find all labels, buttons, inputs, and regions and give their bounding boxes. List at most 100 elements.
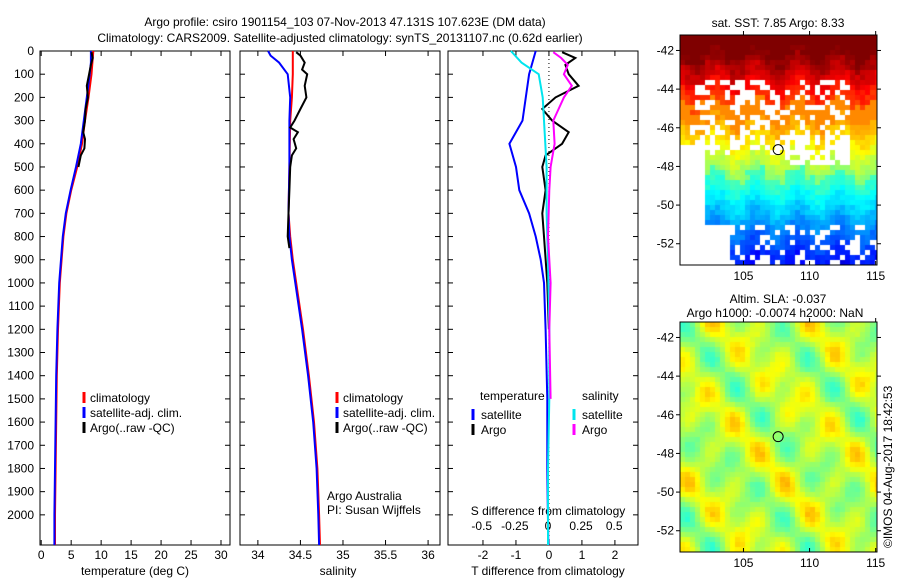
depth-tick-label: 500	[14, 160, 34, 174]
legend-label: Argo(..raw -QC)	[90, 421, 175, 435]
sla-map-title2: Argo h1000: -0.0074 h2000: NaN	[687, 306, 864, 320]
x-tick-label: 25	[184, 548, 198, 562]
lat-tick-label: -48	[657, 446, 675, 460]
salinity-profile-series-argo	[286, 51, 309, 249]
temperature-profile-series-argo	[77, 51, 94, 168]
credit-text: ©IMOS 04-Aug-2017 18:42:53	[881, 385, 895, 548]
depth-tick-label: 1900	[7, 485, 34, 499]
annotation-argo-australia: Argo Australia	[327, 489, 402, 503]
lon-tick-label: 115	[866, 269, 885, 283]
x-tick-label: 10	[94, 548, 108, 562]
lon-tick-label: 105	[733, 556, 753, 570]
legend-label: satellite-adj. clim.	[343, 406, 435, 420]
x-tick-label: 0	[546, 548, 553, 562]
lat-tick-label: -42	[657, 330, 675, 344]
lat-tick-label: -44	[657, 82, 675, 96]
x-tick-label: 0	[38, 548, 45, 562]
legend-label: climatology	[90, 391, 150, 405]
legend-label: Argo(..raw -QC)	[343, 421, 428, 435]
lat-tick-label: -48	[657, 159, 675, 173]
lat-tick-label: -46	[657, 408, 675, 422]
temperature-profile-series-climatology	[54, 50, 95, 545]
difference-profile-frame	[447, 50, 639, 546]
sla-map-image	[680, 322, 877, 552]
sst-map-image	[680, 35, 877, 265]
depth-tick-label: 1300	[7, 346, 34, 360]
difference-profile-series-s-satellite	[510, 50, 551, 545]
annotation-pi: PI: Susan Wijffels	[327, 503, 421, 517]
depth-tick-label: 1600	[7, 415, 34, 429]
depth-tick-label: 100	[14, 67, 34, 81]
lat-tick-label: -50	[657, 198, 675, 212]
x-tick-label: 30	[214, 548, 228, 562]
x-tick-label: 35.5	[374, 548, 398, 562]
depth-tick-label: 200	[14, 90, 34, 104]
title-line1: Argo profile: csiro 1901154_103 07-Nov-2…	[144, 15, 545, 29]
depth-tick-label: 400	[14, 137, 34, 151]
argo-location-marker	[772, 431, 784, 443]
legend-label: satellite	[582, 408, 623, 422]
s-diff-tick-label: -0.5	[471, 519, 492, 533]
lat-tick-label: -46	[657, 121, 675, 135]
tdiff-xlabel: T difference from climatology	[471, 564, 625, 578]
depth-tick-label: 1100	[8, 299, 34, 313]
lat-tick-label: -50	[657, 485, 675, 499]
depth-tick-label: 700	[14, 206, 34, 220]
x-tick-label: -1	[511, 548, 522, 562]
difference-profile-series-t-argo	[540, 51, 581, 330]
depth-tick-label: 600	[14, 183, 34, 197]
lat-tick-label: -52	[657, 524, 675, 538]
s-diff-tick-label: -0.25	[501, 519, 529, 533]
legend-label: satellite	[481, 408, 522, 422]
x-tick-label: 35	[336, 548, 350, 562]
depth-tick-label: 1400	[7, 369, 34, 383]
lat-tick-label: -52	[657, 237, 675, 251]
lon-tick-label: 115	[866, 556, 885, 570]
depth-tick-label: 1200	[7, 322, 34, 336]
salinity-profile-frame	[239, 50, 441, 546]
title-line2: Climatology: CARS2009. Satellite-adjuste…	[97, 31, 582, 45]
depth-tick-label: 0	[27, 44, 34, 58]
legend-label: satellite-adj. clim.	[90, 406, 182, 420]
sst-map-frame	[679, 34, 878, 266]
depth-tick-label: 900	[14, 253, 34, 267]
x-tick-label: 34	[251, 548, 265, 562]
lat-tick-label: -44	[657, 369, 675, 383]
x-tick-label: -2	[478, 548, 489, 562]
x-tick-label: 15	[124, 548, 138, 562]
depth-tick-label: 1500	[7, 392, 34, 406]
depth-tick-label: 1000	[7, 276, 34, 290]
x-tick-label: 2	[612, 548, 619, 562]
depth-tick-label: 1700	[7, 438, 34, 452]
argo-location-marker	[772, 144, 784, 156]
lon-tick-label: 105	[733, 269, 753, 283]
depth-tick-label: 300	[14, 114, 34, 128]
salinity-xlabel: salinity	[320, 564, 357, 578]
legend-title-temperature: temperature	[480, 389, 545, 403]
depth-tick-label: 2000	[7, 508, 34, 522]
lon-tick-label: 110	[800, 269, 819, 283]
x-tick-label: 1	[579, 548, 586, 562]
salinity-profile-series-satellite-adj-clim-	[267, 50, 321, 546]
x-tick-label: 36	[421, 548, 435, 562]
s-diff-tick-label: 0.25	[569, 519, 593, 533]
temperature-profile-frame	[39, 50, 231, 546]
difference-profile-series-t-satellite	[508, 50, 550, 546]
salinity-profile-series-climatology	[287, 51, 321, 546]
sst-map-title: sat. SST: 7.85 Argo: 8.33	[712, 16, 845, 30]
x-tick-label: 20	[154, 548, 168, 562]
legend-label: Argo	[481, 423, 507, 437]
depth-tick-label: 1800	[7, 461, 34, 475]
lon-tick-label: 110	[800, 556, 819, 570]
legend-title-salinity: salinity	[582, 389, 619, 403]
difference-profile-series-s-argo	[546, 51, 574, 399]
legend-label: climatology	[343, 391, 403, 405]
lat-tick-label: -42	[657, 43, 675, 57]
sla-map-title1: Altim. SLA: -0.037	[730, 292, 827, 306]
depth-tick-label: 800	[14, 230, 34, 244]
sla-map-frame	[679, 321, 878, 553]
x-tick-label: 5	[68, 548, 75, 562]
x-tick-label: 34.5	[289, 548, 313, 562]
